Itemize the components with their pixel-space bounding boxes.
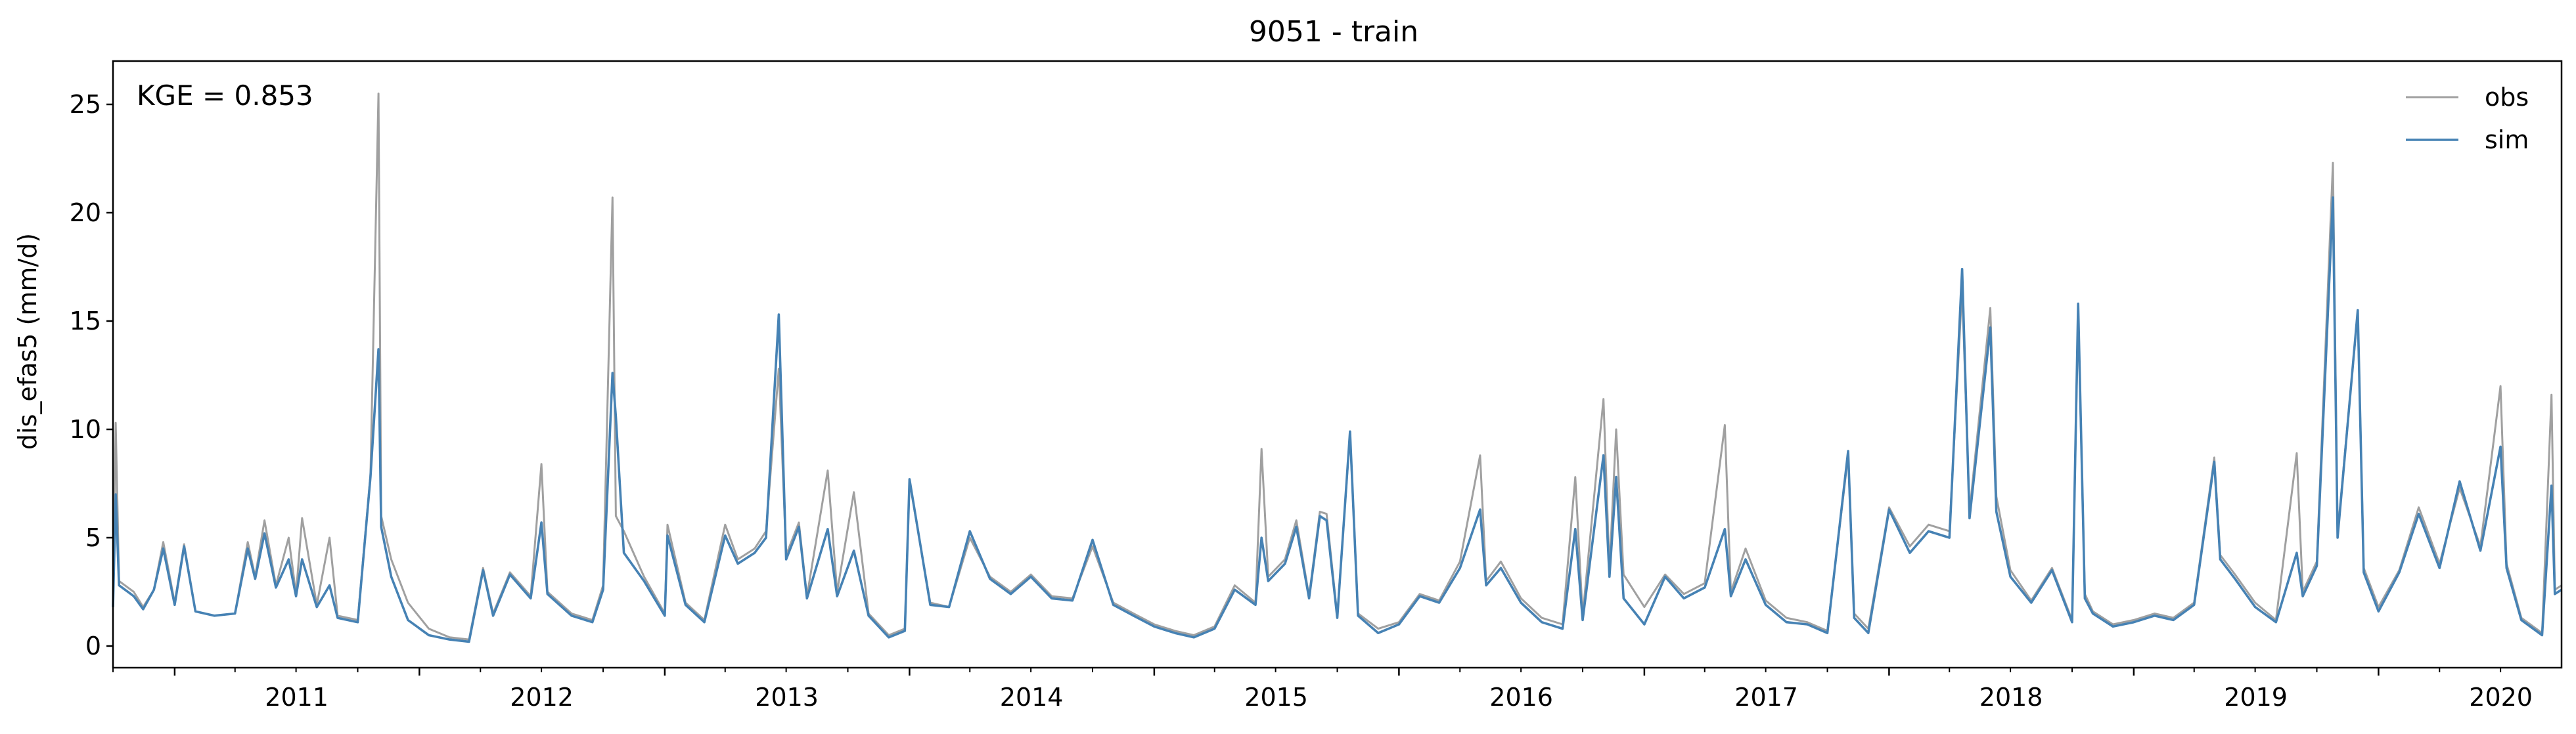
y-tick-label: 15	[70, 307, 101, 335]
x-tick-label: 2013	[755, 683, 819, 712]
y-tick-label: 0	[85, 632, 101, 660]
legend: obs sim	[2406, 83, 2529, 154]
x-tick-label: 2017	[1734, 683, 1798, 712]
y-tick-label: 10	[70, 415, 101, 444]
x-tick-label: 2016	[1489, 683, 1553, 712]
chart-title: 9051 - train	[1249, 15, 1418, 49]
y-axis-label: dis_efas5 (mm/d)	[13, 233, 42, 450]
x-axis-ticks: 2011 2012 2013 2014 2015 2016 2017 2018 2019 2020	[112, 668, 2533, 712]
kge-annotation: KGE = 0.853	[137, 79, 313, 112]
x-tick-label: 2018	[1979, 683, 2043, 712]
x-tick-label: 2019	[2224, 683, 2288, 712]
x-tick-label: 2014	[1000, 683, 1064, 712]
x-tick-label: 2011	[265, 683, 328, 712]
y-tick-label: 5	[85, 523, 101, 552]
series-line-obs	[112, 93, 2562, 641]
x-tick-label: 2015	[1244, 683, 1308, 712]
series-layer	[112, 93, 2562, 643]
series-line-sim	[112, 196, 2562, 643]
y-axis-ticks: 0 5 10 15 20 25	[70, 90, 113, 660]
legend-label-sim: sim	[2485, 125, 2529, 154]
y-tick-label: 20	[70, 198, 101, 227]
plot-frame	[112, 60, 2563, 669]
y-tick-label: 25	[70, 90, 101, 119]
legend-label-obs: obs	[2485, 83, 2529, 112]
x-tick-label: 2020	[2469, 683, 2533, 712]
x-tick-label: 2012	[510, 683, 574, 712]
